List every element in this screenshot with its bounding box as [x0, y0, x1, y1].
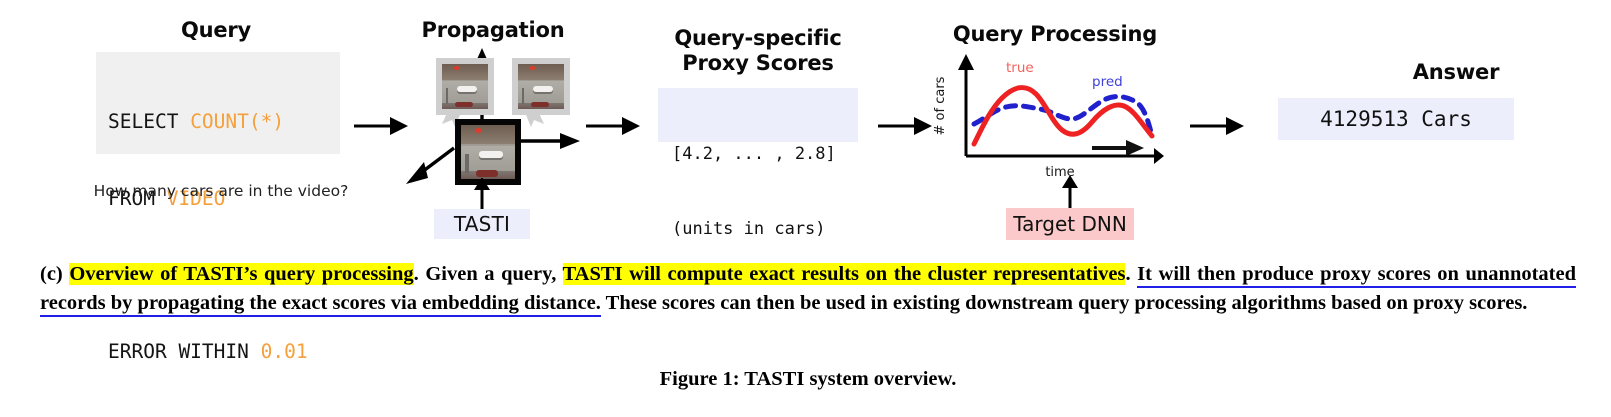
- proxy-scores-units: (units in cars): [672, 219, 826, 239]
- connector-arrow-query-processing-to-answer: [1190, 117, 1244, 135]
- answer-value-box: 4129513 Cars: [1278, 98, 1514, 140]
- arrow-target-dnn-to-chart: [1062, 176, 1078, 210]
- caption-highlight-2: TASTI will compute exact results on the …: [562, 263, 1126, 285]
- tasti-badge: TASTI: [434, 209, 530, 239]
- neighbor-thumbnail-right: [512, 58, 570, 115]
- query-code-line: FROM VIDEO: [108, 186, 330, 212]
- proxy-title-line-1: Query-specific: [674, 26, 842, 50]
- figure-caption: (c) Overview of TASTI’s query processing…: [40, 260, 1577, 317]
- query-code-line: ERROR WITHIN 0.01: [108, 339, 330, 365]
- chart-series-pred: [971, 94, 1155, 139]
- query-processing-chart: [958, 54, 1164, 164]
- query-code-block: SELECT COUNT(*) FROM VIDEO WHERE CLASS='…: [96, 52, 340, 363]
- connector-arrow-proxy-to-query-processing: [878, 117, 932, 135]
- query-processing-panel-title: Query Processing: [952, 22, 1158, 46]
- sql-keyword: ERROR WITHIN: [108, 339, 261, 363]
- query-question-text: How many cars are in the video?: [93, 182, 349, 200]
- proxy-scores-value: [4.2, ... , 2.8]: [672, 144, 836, 164]
- chart-series-true: [971, 85, 1155, 147]
- connector-arrow-query-to-propagation: [354, 117, 408, 135]
- caption-plain-3: These scores can then be used in existin…: [600, 291, 1528, 314]
- chart-y-axis-label: # of cars: [933, 76, 948, 136]
- sql-value: VIDEO: [166, 186, 226, 210]
- chart-direction-arrow: [1092, 140, 1144, 156]
- caption-highlight-1: Overview of TASTI’s query processing: [69, 263, 414, 285]
- arrow-tasti-to-thumbnail: [474, 178, 490, 210]
- query-panel-title: Query: [180, 18, 252, 42]
- proxy-panel-title: Query-specific Proxy Scores: [638, 26, 878, 76]
- target-dnn-badge: Target DNN: [1006, 208, 1134, 240]
- caption-plain-1: . Given a query,: [413, 263, 563, 285]
- chart-series-label-pred: pred: [1092, 74, 1123, 90]
- query-code-line: SELECT COUNT(*): [108, 109, 330, 135]
- sql-keyword: FROM: [108, 186, 167, 210]
- chart-x-axis-label: time: [1045, 165, 1075, 180]
- caption-prefix: (c): [40, 263, 70, 285]
- sql-value: 0.01: [260, 339, 308, 363]
- neighbor-thumbnail-left: [436, 58, 494, 115]
- proxy-scores-box: [4.2, ... , 2.8] (units in cars): [658, 88, 858, 239]
- caption-underlined: It will then produce proxy scores on una…: [40, 263, 1577, 317]
- proxy-title-line-2: Proxy Scores: [682, 51, 834, 75]
- sql-value: COUNT(*): [190, 110, 285, 133]
- propagation-panel-title: Propagation: [421, 18, 565, 42]
- cluster-representative-thumbnail: [455, 119, 521, 185]
- chart-series-label-true: true: [1006, 60, 1034, 76]
- connector-arrow-propagation-to-proxy: [586, 117, 640, 135]
- sql-keyword: SELECT: [108, 110, 191, 133]
- caption-plain-2: .: [1125, 263, 1138, 285]
- answer-panel-title: Answer: [1412, 60, 1500, 84]
- figure-title: Figure 1: TASTI system overview.: [659, 368, 957, 390]
